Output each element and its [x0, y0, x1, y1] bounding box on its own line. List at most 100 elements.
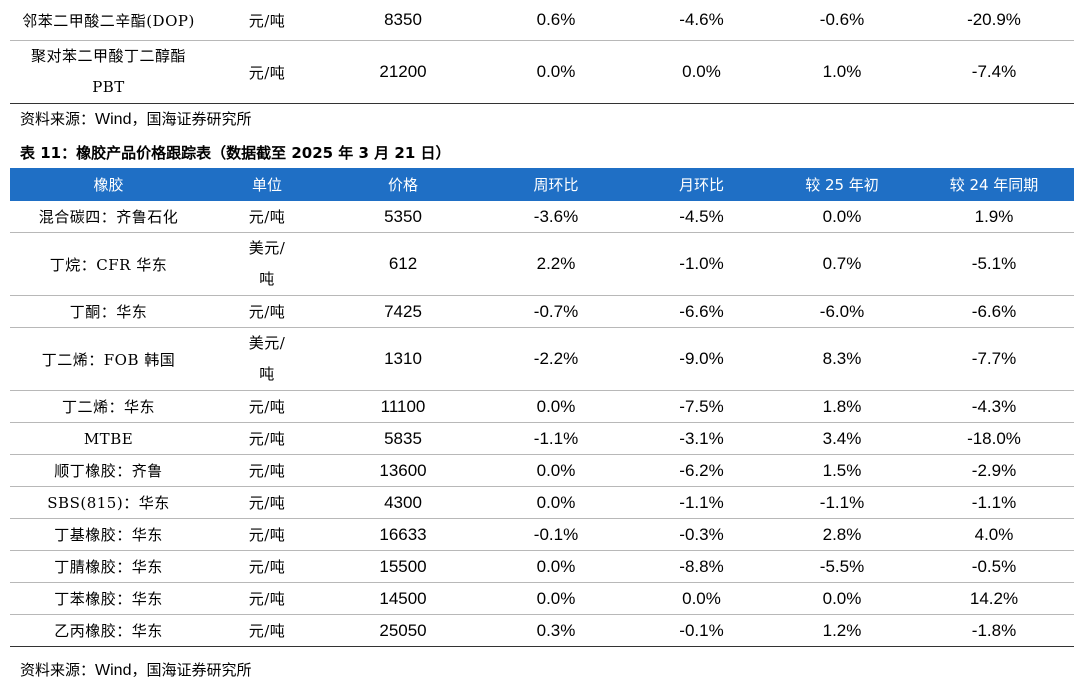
week-change: 0.0%: [479, 582, 633, 615]
unit: 元/吨: [207, 614, 327, 647]
rubber-table-body: 混合碳四：齐鲁石化 元/吨 5350 -3.6% -4.5% 0.0% 1.9% 丁烷：CFR…: [10, 201, 1074, 647]
header-week-change: 周环比: [479, 168, 633, 201]
price: 11100: [327, 390, 479, 423]
source-suffix: ，国海证券研究所: [131, 661, 252, 679]
header-price: 价格: [327, 168, 479, 201]
unit: 元/吨: [207, 422, 327, 455]
yoy-change: 14.2%: [914, 582, 1074, 615]
ytd-change: 1.8%: [770, 390, 914, 423]
week-change: 0.3%: [479, 614, 633, 647]
table-row: 丁苯橡胶：华东 元/吨 14500 0.0% 0.0% 0.0% 14.2%: [10, 582, 1074, 615]
yoy-change: -5.1%: [914, 232, 1074, 296]
source-suffix: ，国海证券研究所: [131, 110, 252, 128]
header-month-change: 月环比: [633, 168, 770, 201]
table-row: SBS(815)：华东 元/吨 4300 0.0% -1.1% -1.1% -1.1%: [10, 486, 1074, 519]
week-change: -2.2%: [479, 327, 633, 391]
yoy-change: 1.9%: [914, 201, 1074, 233]
ytd-change: -6.0%: [770, 295, 914, 328]
table-row: 丁酮：华东 元/吨 7425 -0.7% -6.6% -6.0% -6.6%: [10, 295, 1074, 328]
week-change: 2.2%: [479, 232, 633, 296]
source-wind: Wind: [95, 662, 132, 679]
product-name: 顺丁橡胶：齐鲁: [10, 454, 207, 487]
yoy-change: -7.4%: [914, 40, 1074, 104]
week-change: 0.0%: [479, 486, 633, 519]
source-note: 资料来源：Wind，国海证券研究所: [20, 659, 251, 680]
price: 8350: [327, 0, 479, 41]
table-row: 丁二烯：FOB 韩国 美元/吨 1310 -2.2% -9.0% 8.3% -7.7%: [10, 327, 1074, 391]
ytd-change: -0.6%: [770, 0, 914, 41]
ytd-change: 0.7%: [770, 232, 914, 296]
ytd-change: 0.0%: [770, 201, 914, 233]
month-change: -4.5%: [633, 201, 770, 233]
product-name: 丁二烯：FOB 韩国: [10, 327, 207, 391]
yoy-change: -18.0%: [914, 422, 1074, 455]
header-row: 橡胶 单位 价格 周环比 月环比 较 25 年初 较 24 年同期: [10, 168, 1074, 201]
unit: 元/吨: [207, 486, 327, 519]
header-ytd-change: 较 25 年初: [770, 168, 914, 201]
table-row: 丁二烯：华东 元/吨 11100 0.0% -7.5% 1.8% -4.3%: [10, 390, 1074, 423]
table-row: 顺丁橡胶：齐鲁 元/吨 13600 0.0% -6.2% 1.5% -2.9%: [10, 454, 1074, 487]
table-row: 乙丙橡胶：华东 元/吨 25050 0.3% -0.1% 1.2% -1.8%: [10, 614, 1074, 647]
price: 5835: [327, 422, 479, 455]
yoy-change: -2.9%: [914, 454, 1074, 487]
week-change: 0.0%: [479, 454, 633, 487]
week-change: 0.0%: [479, 40, 633, 104]
unit: 元/吨: [207, 40, 327, 104]
product-name: 丁基橡胶：华东: [10, 518, 207, 551]
product-name: 丁酮：华东: [10, 295, 207, 328]
unit-line1: 美元/: [248, 334, 286, 352]
month-change: -7.5%: [633, 390, 770, 423]
price: 5350: [327, 201, 479, 233]
ytd-change: 2.8%: [770, 518, 914, 551]
table-row: MTBE 元/吨 5835 -1.1% -3.1% 3.4% -18.0%: [10, 422, 1074, 455]
price: 15500: [327, 550, 479, 583]
month-change: -0.3%: [633, 518, 770, 551]
unit: 元/吨: [207, 0, 327, 41]
unit: 元/吨: [207, 201, 327, 233]
unit: 元/吨: [207, 518, 327, 551]
yoy-change: -6.6%: [914, 295, 1074, 328]
week-change: -3.6%: [479, 201, 633, 233]
product-name-line2: PBT: [92, 78, 125, 96]
unit: 元/吨: [207, 550, 327, 583]
source-prefix: 资料来源：: [20, 661, 96, 679]
price: 7425: [327, 295, 479, 328]
ytd-change: 1.0%: [770, 40, 914, 104]
table-row: 丁腈橡胶：华东 元/吨 15500 0.0% -8.8% -5.5% -0.5%: [10, 550, 1074, 583]
week-change: -1.1%: [479, 422, 633, 455]
product-name: 丁烷：CFR 华东: [10, 232, 207, 296]
table-row: 混合碳四：齐鲁石化 元/吨 5350 -3.6% -4.5% 0.0% 1.9%: [10, 201, 1074, 233]
ytd-change: 8.3%: [770, 327, 914, 391]
month-change: -6.2%: [633, 454, 770, 487]
price: 1310: [327, 327, 479, 391]
unit: 元/吨: [207, 454, 327, 487]
table-row: 邻苯二甲酸二辛酯(DOP) 元/吨 8350 0.6% -4.6% -0.6% …: [10, 0, 1074, 41]
price: 25050: [327, 614, 479, 647]
product-name: 丁苯橡胶：华东: [10, 582, 207, 615]
unit: 元/吨: [207, 390, 327, 423]
unit: 元/吨: [207, 582, 327, 615]
month-change: -1.0%: [633, 232, 770, 296]
product-name: MTBE: [10, 422, 207, 455]
rubber-price-table: 橡胶 单位 价格 周环比 月环比 较 25 年初 较 24 年同期 混合碳四：齐…: [10, 168, 1074, 647]
product-name-line1: 聚对苯二甲酸丁二醇酯: [30, 47, 186, 65]
yoy-change: -0.5%: [914, 550, 1074, 583]
month-change: -8.8%: [633, 550, 770, 583]
unit: 美元/吨: [207, 327, 327, 391]
product-name: 聚对苯二甲酸丁二醇酯 PBT: [10, 40, 207, 104]
yoy-change: -1.8%: [914, 614, 1074, 647]
unit-line1: 美元/: [248, 239, 286, 257]
product-name: 丁腈橡胶：华东: [10, 550, 207, 583]
table-caption: 表 11：橡胶产品价格跟踪表（数据截至 2025 年 3 月 21 日）: [20, 144, 451, 162]
yoy-change: -20.9%: [914, 0, 1074, 41]
product-name: 混合碳四：齐鲁石化: [10, 201, 207, 233]
price: 4300: [327, 486, 479, 519]
ytd-change: 0.0%: [770, 582, 914, 615]
week-change: 0.0%: [479, 550, 633, 583]
week-change: 0.6%: [479, 0, 633, 41]
product-name: 丁二烯：华东: [10, 390, 207, 423]
month-change: -9.0%: [633, 327, 770, 391]
month-change: -3.1%: [633, 422, 770, 455]
yoy-change: -4.3%: [914, 390, 1074, 423]
ytd-change: 1.5%: [770, 454, 914, 487]
